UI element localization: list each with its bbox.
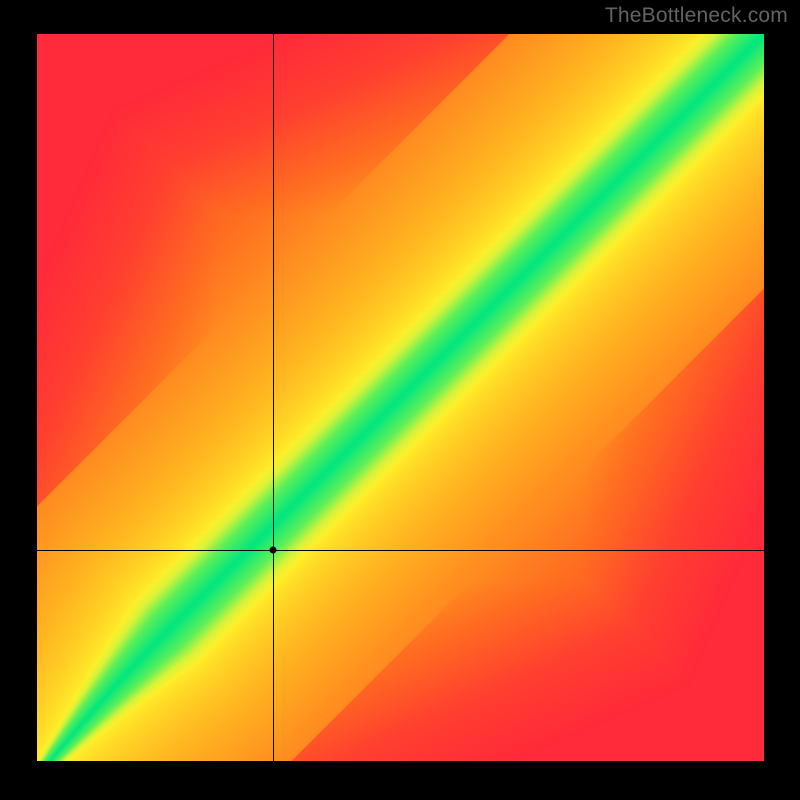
bottleneck-heatmap bbox=[37, 34, 764, 761]
crosshair-marker bbox=[270, 547, 277, 554]
watermark-text: TheBottleneck.com bbox=[605, 4, 788, 28]
crosshair-vertical bbox=[273, 34, 274, 761]
figure-container: TheBottleneck.com bbox=[0, 0, 800, 800]
crosshair-horizontal bbox=[37, 550, 764, 551]
